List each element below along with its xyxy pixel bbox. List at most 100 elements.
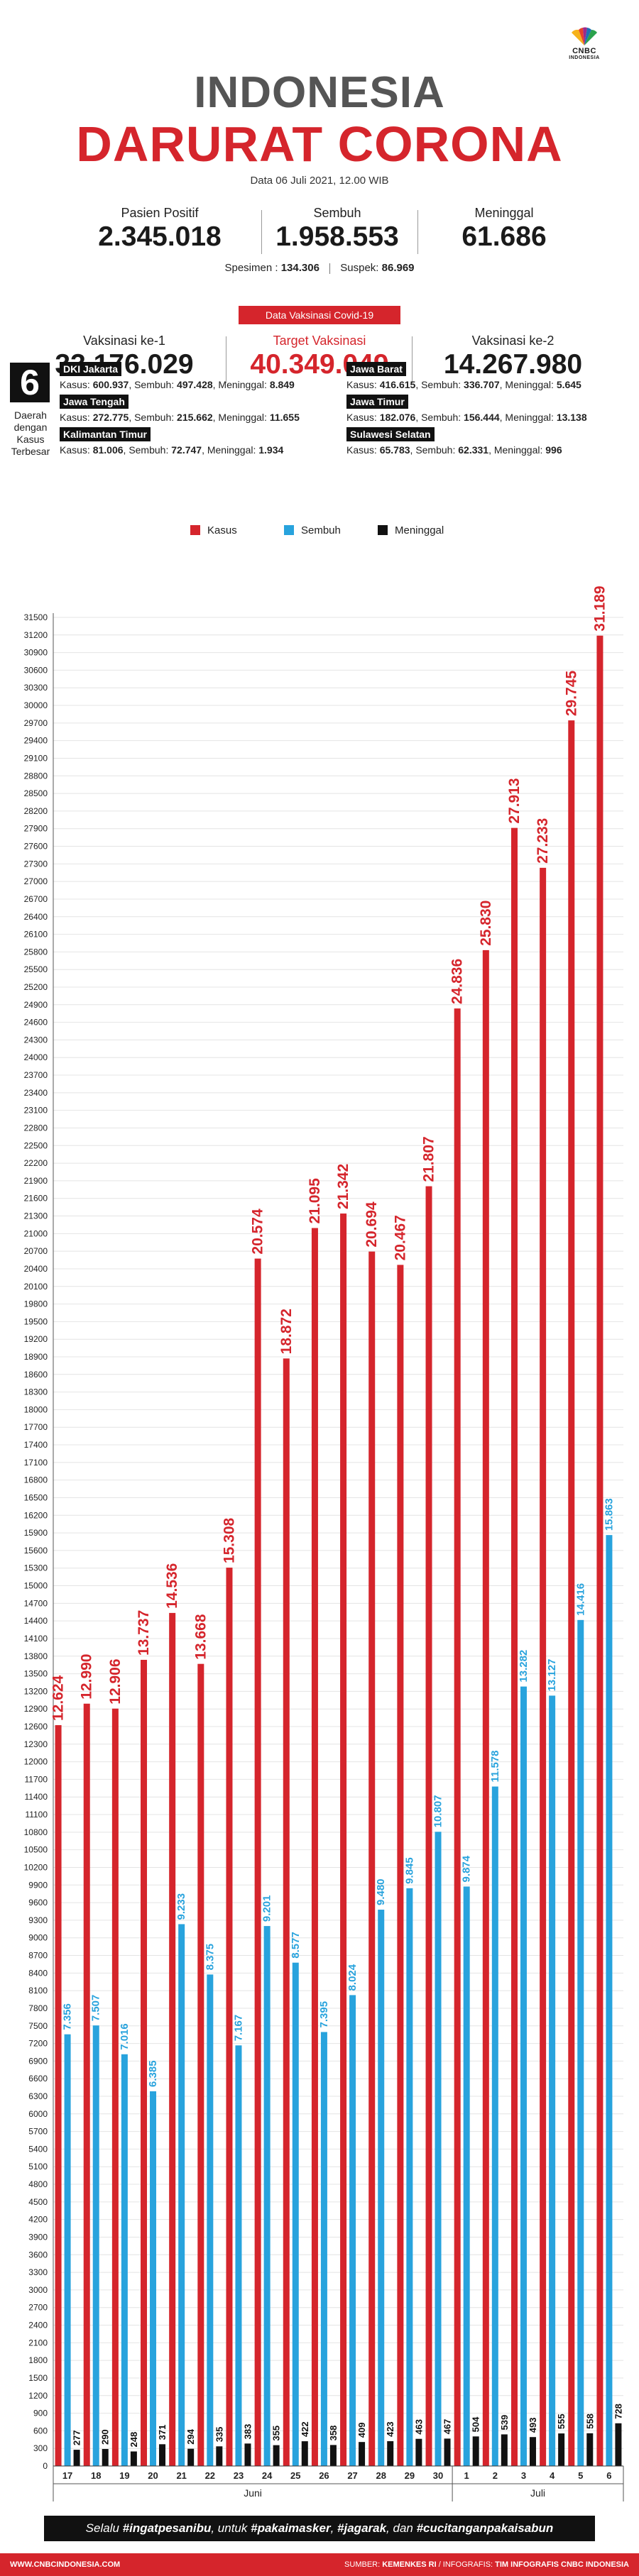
province-item: Jawa Barat Kasus: 416.615, Sembuh: 336.70… [346,362,581,391]
y-tick-label: 16800 [24,1475,48,1485]
x-tick-label: 25 [290,2470,300,2481]
data-label-sembuh: 8.577 [290,1932,302,1959]
y-tick-label: 20400 [24,1264,48,1274]
y-tick-label: 13800 [24,1651,48,1661]
bar-sembuh [606,1535,613,2466]
bar-meninggal [415,2438,422,2466]
daerah-label-line: Kasus [16,434,45,445]
y-tick-label: 1500 [28,2373,48,2383]
province-kasus: 182.076 [379,412,416,423]
y-tick-label: 6300 [28,2091,48,2101]
y-tick-label: 9900 [28,1880,48,1890]
slogan-text: , untuk [211,2521,251,2535]
province-name: Jawa Tengah [60,395,129,409]
province-details: Kasus: 81.006, Sembuh: 72.747, Meninggal… [60,444,284,456]
data-label-sembuh: 7.395 [318,2001,330,2028]
data-label-meninggal: 358 [328,2426,339,2441]
bar-meninggal [359,2442,366,2466]
x-tick-label: 21 [176,2470,186,2481]
bar-kasus [397,1265,404,2466]
x-tick-label: 17 [62,2470,72,2481]
data-label-kasus: 21.342 [335,1164,351,1209]
province-sembuh-label: Sembuh: [129,444,169,456]
data-label-meninggal: 290 [100,2429,111,2445]
bar-meninggal [130,2451,137,2466]
data-label-sembuh: 13.127 [546,1659,558,1692]
data-label-meninggal: 277 [72,2430,82,2445]
data-label-kasus: 21.095 [307,1178,323,1224]
province-sembuh: 62.331 [458,444,489,456]
x-tick-label: 23 [234,2470,244,2481]
footer-website: WWW.CNBCINDONESIA.COM [10,2560,121,2569]
data-label-sembuh: 9.201 [261,1895,273,1922]
y-tick-label: 23100 [24,1106,48,1116]
province-meninggal: 1.934 [258,444,284,456]
province-name: Jawa Barat [346,362,406,376]
y-tick-label: 300 [33,2443,48,2453]
x-tick-label: 2 [493,2470,498,2481]
footer-team: TIM INFOGRAFIS CNBC INDONESIA [495,2560,629,2569]
y-tick-label: 9000 [28,1933,48,1943]
bar-sembuh [207,1974,214,2466]
data-label-kasus: 27.233 [535,818,551,864]
province-sembuh-label: Sembuh: [415,444,456,456]
province-sembuh: 497.428 [177,379,213,390]
data-label-sembuh: 7.507 [90,1995,102,2022]
y-tick-label: 13200 [24,1686,48,1696]
data-label-sembuh: 9.845 [403,1857,415,1884]
footer-credits: SUMBER: KEMENKES RI / INFOGRAFIS: TIM IN… [344,2553,629,2576]
y-tick-label: 17700 [24,1422,48,1432]
data-label-meninggal: 248 [129,2432,139,2448]
x-tick-label: 19 [119,2470,129,2481]
data-label-sembuh: 10.807 [432,1795,444,1827]
y-tick-label: 22500 [24,1140,48,1150]
vaksin-divider [412,336,413,383]
y-tick-label: 21600 [24,1194,48,1204]
y-tick-label: 12900 [24,1704,48,1714]
y-tick-label: 1800 [28,2355,48,2365]
province-name: Kalimantan Timur [60,427,151,441]
y-tick-label: 26100 [24,930,48,940]
y-tick-label: 1200 [28,2391,48,2401]
y-tick-label: 22200 [24,1158,48,1168]
stat-sembuh: Sembuh 1.958.553 [256,206,419,253]
y-tick-label: 10500 [24,1845,48,1855]
bar-sembuh [577,1619,584,2466]
bar-meninggal [102,2449,109,2466]
province-sembuh-label: Sembuh: [134,412,175,423]
bar-meninggal [387,2441,394,2466]
data-label-meninggal: 555 [556,2413,567,2429]
y-tick-label: 6000 [28,2109,48,2119]
y-tick-label: 11100 [25,1810,48,1820]
y-tick-label: 28200 [24,806,48,816]
data-label-sembuh: 11.578 [489,1750,501,1782]
slogan-banner: Selalu #ingatpesanibu, untuk #pakaimaske… [44,2516,595,2541]
x-tick-label: 24 [262,2470,273,2481]
bar-meninggal [273,2445,280,2466]
data-label-sembuh: 7.167 [232,2015,244,2042]
legend-sembuh-label: Sembuh [301,524,341,536]
y-tick-label: 27000 [24,876,48,886]
slogan-text: , [330,2521,338,2535]
x-tick-label: 30 [433,2470,443,2481]
y-tick-label: 18600 [24,1370,48,1380]
title-line-1: INDONESIA [194,68,445,117]
bar-meninggal [615,2423,622,2466]
y-tick-label: 600 [33,2426,48,2435]
bar-kasus [368,1251,376,2466]
bar-meninggal [472,2436,479,2466]
bar-sembuh [549,1695,556,2466]
y-tick-label: 7500 [28,2021,48,2031]
data-label-sembuh: 15.863 [603,1498,615,1531]
y-tick-label: 9600 [28,1898,48,1908]
province-meninggal: 5.645 [556,379,581,390]
legend-swatch-sembuh [284,525,294,535]
data-label-meninggal: 383 [242,2424,253,2440]
y-tick-label: 24000 [24,1052,48,1062]
slogan-text: , dan [386,2521,417,2535]
data-label-meninggal: 355 [271,2426,282,2441]
legend-sembuh: Sembuh [284,524,341,538]
y-tick-label: 0 [43,2461,48,2471]
data-label-kasus: 20.574 [250,1209,266,1255]
data-label-sembuh: 6.385 [147,2060,159,2087]
